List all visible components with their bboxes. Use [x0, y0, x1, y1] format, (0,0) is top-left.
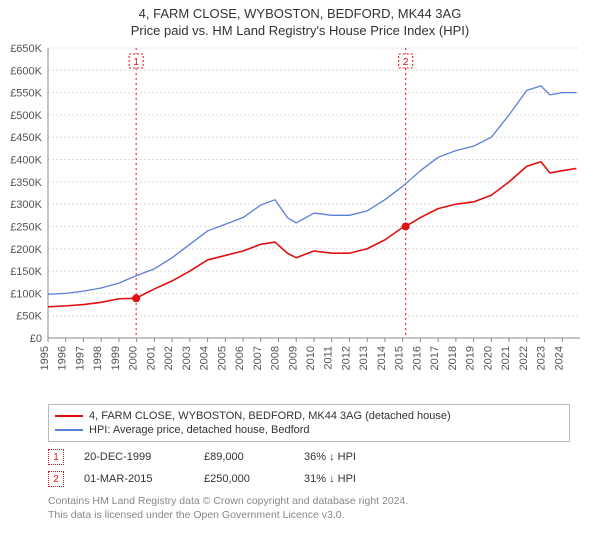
svg-text:£250K: £250K [10, 221, 42, 233]
marker-id-box: 1 [48, 449, 64, 465]
svg-text:2023: 2023 [536, 346, 548, 370]
svg-text:£300K: £300K [10, 199, 42, 211]
svg-text:1997: 1997 [74, 346, 86, 370]
title-subtitle: Price paid vs. HM Land Registry's House … [0, 23, 600, 38]
marker-id: 2 [53, 474, 59, 485]
svg-text:2014: 2014 [376, 346, 388, 370]
svg-text:2022: 2022 [518, 346, 530, 370]
marker-price: £250,000 [204, 473, 284, 485]
svg-text:2: 2 [403, 57, 409, 68]
svg-text:2013: 2013 [358, 346, 370, 370]
marker-table: 1 20-DEC-1999 £89,000 36% ↓ HPI 2 01-MAR… [48, 446, 570, 490]
svg-text:2019: 2019 [465, 346, 477, 370]
svg-text:2002: 2002 [163, 346, 175, 370]
marker-id: 1 [53, 452, 59, 463]
svg-text:2006: 2006 [234, 346, 246, 370]
svg-text:£400K: £400K [10, 155, 42, 167]
svg-text:£550K: £550K [10, 88, 42, 100]
chart: £0 £50K £100K £150K £200K £250K £300K £350K £400… [0, 38, 600, 398]
svg-text:2009: 2009 [287, 346, 299, 370]
marker-date: 01-MAR-2015 [84, 473, 184, 485]
svg-text:2008: 2008 [270, 346, 282, 370]
legend-swatch [55, 429, 83, 431]
marker-price: £89,000 [204, 451, 284, 463]
svg-text:2020: 2020 [482, 346, 494, 370]
svg-text:2010: 2010 [305, 346, 317, 370]
svg-text:1999: 1999 [110, 346, 122, 370]
svg-text:£100K: £100K [10, 288, 42, 300]
legend-label: HPI: Average price, detached house, Bedf… [89, 424, 310, 436]
svg-text:1996: 1996 [57, 346, 69, 370]
marker-diff: 31% ↓ HPI [304, 473, 384, 485]
svg-text:2021: 2021 [500, 346, 512, 370]
svg-text:1995: 1995 [39, 346, 51, 370]
svg-text:2003: 2003 [181, 346, 193, 370]
svg-text:£600K: £600K [10, 65, 42, 77]
svg-text:2017: 2017 [429, 346, 441, 370]
chart-titles: 4, FARM CLOSE, WYBOSTON, BEDFORD, MK44 3… [0, 0, 600, 38]
svg-text:2015: 2015 [394, 346, 406, 370]
footer-line: Contains HM Land Registry data © Crown c… [48, 494, 570, 508]
marker-row: 1 20-DEC-1999 £89,000 36% ↓ HPI [48, 446, 570, 468]
svg-text:£50K: £50K [16, 311, 42, 323]
marker-diff: 36% ↓ HPI [304, 451, 384, 463]
svg-text:£0: £0 [30, 333, 42, 345]
legend-label: 4, FARM CLOSE, WYBOSTON, BEDFORD, MK44 3… [89, 410, 451, 422]
svg-text:£150K: £150K [10, 266, 42, 278]
chart-svg: £0 £50K £100K £150K £200K £250K £300K £350K £400… [0, 38, 600, 398]
svg-text:2016: 2016 [411, 346, 423, 370]
svg-text:2024: 2024 [553, 346, 565, 370]
legend: 4, FARM CLOSE, WYBOSTON, BEDFORD, MK44 3… [48, 404, 570, 442]
svg-text:2018: 2018 [447, 346, 459, 370]
svg-text:£450K: £450K [10, 132, 42, 144]
svg-text:2000: 2000 [128, 346, 140, 370]
svg-text:1998: 1998 [92, 346, 104, 370]
svg-text:2011: 2011 [323, 346, 335, 370]
marker-id-box: 2 [48, 471, 64, 487]
svg-text:2012: 2012 [340, 346, 352, 370]
svg-text:£500K: £500K [10, 110, 42, 122]
legend-item: HPI: Average price, detached house, Bedf… [55, 423, 563, 437]
svg-text:2001: 2001 [145, 346, 157, 370]
legend-swatch [55, 415, 83, 417]
svg-text:£350K: £350K [10, 177, 42, 189]
svg-text:1: 1 [133, 57, 139, 68]
marker-row: 2 01-MAR-2015 £250,000 31% ↓ HPI [48, 468, 570, 490]
page: 4, FARM CLOSE, WYBOSTON, BEDFORD, MK44 3… [0, 0, 600, 522]
footer: Contains HM Land Registry data © Crown c… [48, 494, 570, 522]
footer-line: This data is licensed under the Open Gov… [48, 508, 570, 522]
title-address: 4, FARM CLOSE, WYBOSTON, BEDFORD, MK44 3… [0, 6, 600, 21]
svg-text:£650K: £650K [10, 43, 42, 55]
marker-date: 20-DEC-1999 [84, 451, 184, 463]
svg-text:2005: 2005 [216, 346, 228, 370]
svg-text:2004: 2004 [199, 346, 211, 370]
svg-text:2007: 2007 [252, 346, 264, 370]
legend-item: 4, FARM CLOSE, WYBOSTON, BEDFORD, MK44 3… [55, 409, 563, 423]
svg-text:£200K: £200K [10, 244, 42, 256]
